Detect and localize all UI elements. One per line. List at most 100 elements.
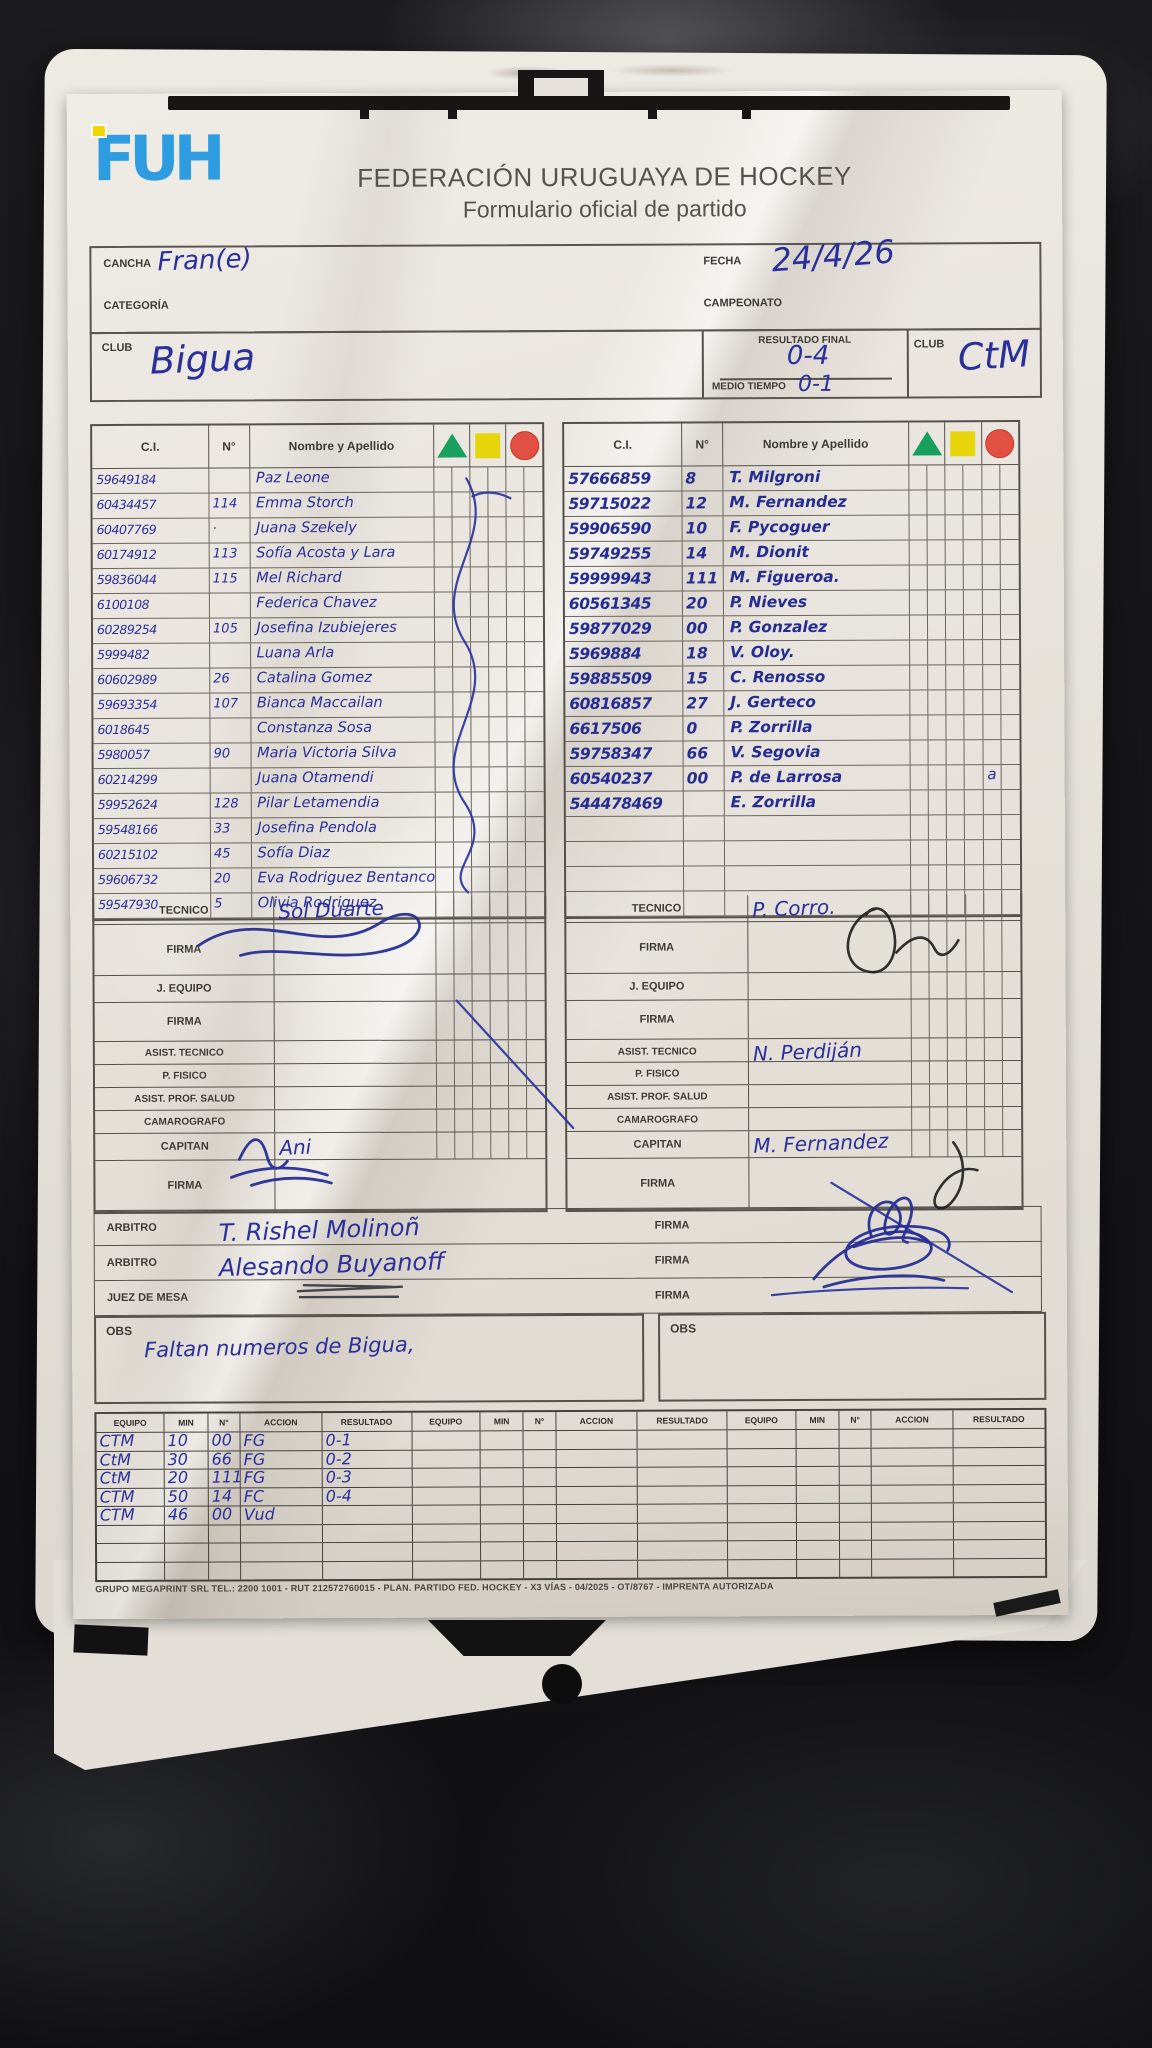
actions-cell <box>240 1524 323 1543</box>
staff-grid-cell <box>930 1107 949 1130</box>
card-cell <box>928 790 948 815</box>
staff-grid-cell <box>436 923 455 974</box>
actions-cell-value: 30 <box>167 1449 189 1469</box>
card-cell <box>927 465 946 490</box>
player-name: Sofía Acosta y Lara <box>250 542 435 568</box>
player-number: 113 <box>209 543 251 568</box>
club-right-label: CLUB <box>913 338 945 351</box>
player-name-value: Catalina Gomez <box>256 669 372 687</box>
staff-grid-cell <box>527 1063 545 1085</box>
staff-grid-cell <box>1003 1084 1021 1106</box>
player-ci-value: 5999482 <box>97 646 150 663</box>
staff-grid-cell <box>965 894 984 921</box>
card-cell <box>929 840 948 865</box>
actions-cell <box>840 1559 873 1577</box>
actions-header-cell: RESULTADO <box>637 1411 728 1430</box>
card-cell <box>910 790 930 815</box>
actions-header-cell: EQUIPO <box>96 1413 165 1433</box>
card-cell <box>1001 690 1019 714</box>
staff-grid-cell <box>490 974 509 1001</box>
official-role-label: JUEZ DE MESA <box>106 1291 189 1305</box>
player-number: 114 <box>209 493 251 518</box>
staff-grid-cell <box>929 921 948 972</box>
actions-cell <box>480 1486 525 1505</box>
ci-header: C.I. <box>92 425 210 469</box>
card-cell <box>525 692 543 716</box>
staff-row: P. FISICO <box>94 1063 546 1089</box>
clubs-score-box: CLUB Bigua RESULTADO FINAL 0-4 MEDIO TIE… <box>89 327 1043 403</box>
card-cell <box>471 667 490 692</box>
staff-value-text: Ani <box>278 1134 312 1160</box>
player-number-value: 20 <box>214 871 231 887</box>
red-card-icon <box>982 422 1018 464</box>
staff-row: CAMAROGRAFO <box>95 1109 546 1135</box>
actions-cell <box>96 1525 166 1544</box>
card-cell <box>507 717 526 742</box>
staff-grid-cell <box>966 1038 985 1063</box>
actions-cell <box>97 1562 166 1581</box>
staff-value <box>274 974 437 1002</box>
card-cell <box>982 615 1001 640</box>
card-cell <box>435 817 454 842</box>
staff-row: ASIST. TECNICO <box>94 1040 545 1066</box>
actions-cell <box>322 1505 413 1524</box>
player-number <box>209 593 251 618</box>
staff-label: P. FISICO <box>566 1062 749 1086</box>
player-number <box>209 468 250 493</box>
player-number <box>210 643 251 668</box>
staff-grid-cell <box>1003 1061 1021 1083</box>
staff-value: M. Fernandez <box>748 1129 913 1158</box>
card-cell <box>982 690 1002 715</box>
actions-header-cell: EQUIPO <box>412 1412 481 1431</box>
actions-header-cell: ACCION <box>240 1413 323 1432</box>
staff-value <box>747 921 912 973</box>
card-cell <box>909 540 928 565</box>
actions-cell: 0-2 <box>322 1449 413 1468</box>
staff-label: FIRMA <box>94 924 275 976</box>
card-cell <box>526 842 544 866</box>
actions-header-cell: ACCION <box>556 1411 638 1431</box>
roster-row: 60561345 20 P. Nieves <box>564 590 1019 618</box>
actions-cell: FG <box>240 1431 323 1450</box>
staff-grid-cell <box>455 1132 474 1159</box>
roster-row: 60434457 114 Emma Storch <box>92 492 543 520</box>
roster-table-right: C.I. N° Nombre y Apellido 57666859 8 T. Mi… <box>562 420 1023 920</box>
staff-label: ASIST. TECNICO <box>566 1039 749 1065</box>
staff-grid-cell <box>911 1061 931 1084</box>
card-cell <box>452 492 471 517</box>
staff-grid-cell <box>473 1109 492 1132</box>
actions-cell: FC <box>240 1486 323 1506</box>
firma-area <box>745 1259 1041 1260</box>
actions-cell <box>953 1429 1044 1447</box>
firma-label: FIRMA <box>654 1289 690 1302</box>
actions-cell <box>524 1449 557 1468</box>
actions-cell <box>840 1522 873 1540</box>
player-name-value <box>731 818 908 819</box>
staff-grid-cell <box>527 1086 545 1108</box>
player-number: 45 <box>210 843 252 868</box>
card-cell <box>488 492 507 517</box>
player-number-value: 26 <box>213 671 230 687</box>
roster-row: 59877029 00 P. Gonzalez <box>564 615 1020 643</box>
staff-grid-cell <box>526 923 544 973</box>
match-info-box: CANCHA FECHA CATEGORÍA CAMPEONATO Fran(e… <box>89 232 1042 335</box>
card-cell <box>947 790 966 815</box>
roster-row: 5969884 18 V. Oloy. <box>565 640 1020 668</box>
staff-grid-cell <box>437 1132 456 1159</box>
player-name: Josefina Pendola <box>251 817 436 843</box>
staff-row: ASIST. PROF. SALUD <box>567 1084 1022 1110</box>
staff-grid-cell <box>929 972 948 999</box>
player-ci: 60289254 <box>92 618 211 644</box>
staff-label: J. EQUIPO <box>566 973 749 1001</box>
card-cell <box>965 790 984 815</box>
actions-cell-value: Vud <box>243 1504 276 1525</box>
name-header: Nombre y Apellido <box>249 424 435 468</box>
player-number: 115 <box>209 568 251 593</box>
staff-grid-cell <box>509 1132 528 1159</box>
card-cell <box>928 690 947 715</box>
card-cell <box>946 715 965 740</box>
clip-bar <box>168 96 1010 110</box>
card-cell <box>489 817 508 842</box>
player-name: J. Gerteco <box>724 690 911 716</box>
staff-grid-cell <box>966 1084 985 1107</box>
